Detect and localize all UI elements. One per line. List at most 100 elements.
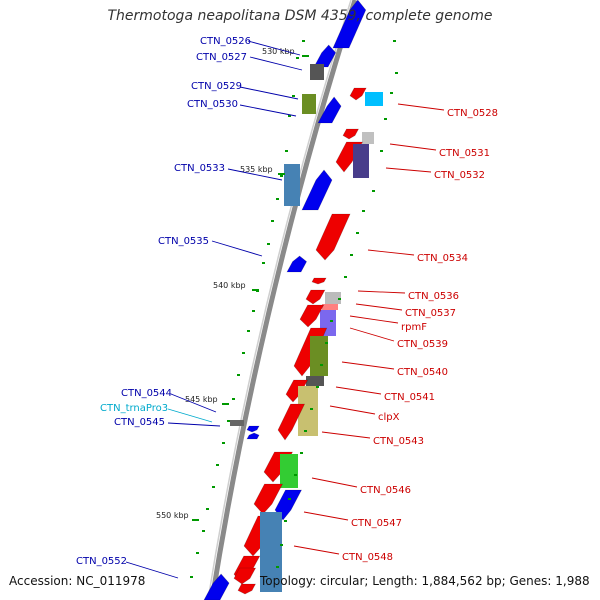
feature-block [284, 164, 300, 206]
feature-block [230, 420, 244, 426]
gene-leader-line [249, 56, 303, 71]
scale-tick-mark [302, 55, 309, 57]
feature-block [310, 336, 328, 376]
scale-dash [247, 330, 250, 332]
gene-label-CTN_0533: CTN_0533 [174, 163, 225, 174]
gene-label-CTN_trnaPro3: CTN_trnaPro3 [100, 403, 168, 414]
scale-dash [320, 364, 323, 366]
scale-dash [294, 474, 297, 476]
scale-dash [356, 232, 359, 234]
scale-dash [350, 254, 353, 256]
scale-dash [304, 430, 307, 432]
gene-label-CTN_0527: CTN_0527 [196, 52, 247, 63]
gene-leader-line [321, 431, 371, 439]
gene-leader-line [357, 290, 406, 294]
gene-leader-line [227, 168, 283, 181]
feature-block [365, 92, 383, 106]
scale-dash [276, 198, 279, 200]
scale-dash [216, 464, 219, 466]
gene-leader-line [385, 167, 432, 173]
gene-label-CTN_0530: CTN_0530 [187, 99, 238, 110]
gene-label-CTN_0547: CTN_0547 [351, 518, 402, 529]
scale-dash [316, 386, 319, 388]
scale-dash [380, 150, 383, 152]
feature-block [302, 94, 316, 114]
genome-backbone [209, 0, 358, 600]
scale-dash [344, 276, 347, 278]
feature-block [298, 386, 318, 436]
feature-layer [190, 0, 398, 600]
scale-dash [395, 72, 398, 74]
scale-dash [338, 298, 341, 300]
scale-dash [393, 40, 396, 42]
gene-arrow [233, 567, 257, 585]
gene-label-CTN_0526: CTN_0526 [200, 36, 251, 47]
scale-dash [222, 442, 225, 444]
gene-arrow [305, 289, 326, 305]
scale-dash [227, 420, 230, 422]
gene-leader-line [167, 408, 213, 423]
feature-block [322, 304, 338, 310]
gene-arrow [315, 213, 351, 261]
accession-text: Accession: NC_011978 [9, 574, 146, 588]
gene-label-CTN_0537: CTN_0537 [405, 308, 456, 319]
gene-arrow [349, 87, 367, 101]
gene-label-CTN_0548: CTN_0548 [342, 552, 393, 563]
scale-tick-label: 540 kbp [213, 281, 246, 290]
scale-dash [296, 57, 299, 59]
gene-leader-line [341, 361, 395, 370]
scale-dash [262, 262, 265, 264]
scale-dash [242, 352, 245, 354]
gene-arrow [299, 304, 325, 328]
feature-block [362, 132, 374, 144]
scale-tick-mark [192, 519, 199, 521]
gene-label-CTN_0545: CTN_0545 [114, 417, 165, 428]
gene-arrow [246, 425, 260, 433]
feature-block [325, 292, 341, 304]
scale-dash [310, 408, 313, 410]
gene-label-CTN_0544: CTN_0544 [121, 388, 172, 399]
feature-block [310, 64, 324, 80]
scale-tick-label: 550 kbp [156, 511, 189, 520]
scale-dash [325, 342, 328, 344]
gene-label-CTN_0541: CTN_0541 [384, 392, 435, 403]
gene-arrow [285, 379, 309, 403]
scale-tick-mark [278, 173, 285, 175]
gene-label-CTN_0543: CTN_0543 [373, 436, 424, 447]
gene-label-CTN_0546: CTN_0546 [360, 485, 411, 496]
gene-label-rpmF: rpmF [401, 322, 427, 333]
gene-label-CTN_0540: CTN_0540 [397, 367, 448, 378]
scale-dash [384, 118, 387, 120]
scale-dash [196, 552, 199, 554]
scale-tick-label: 530 kbp [262, 47, 295, 56]
scale-dash [288, 115, 291, 117]
scale-dash [276, 566, 279, 568]
gene-leader-line [311, 477, 358, 488]
scale-dash [292, 95, 295, 97]
gene-label-CTN_0539: CTN_0539 [397, 339, 448, 350]
topology-text: Topology: circular; Length: 1,884,562 bp… [260, 574, 590, 588]
scale-dash [237, 374, 240, 376]
gene-leader-line [389, 143, 437, 151]
gene-labels: CTN_0526 CTN_0527 CTN_0529 CTN_0530 CTN_0533… [76, 36, 498, 567]
gene-leader-line [293, 545, 340, 555]
gene-label-CTN_0534: CTN_0534 [417, 253, 468, 264]
feature-block [280, 454, 298, 488]
gene-leader-line [125, 561, 179, 579]
gene-label-CTN_0536: CTN_0536 [408, 291, 459, 302]
gene-leader-line [355, 303, 403, 311]
scale-dash [212, 486, 215, 488]
gene-label-CTN_0529: CTN_0529 [191, 81, 242, 92]
scale-dash [271, 220, 274, 222]
page-title: Thermotoga neapolitana DSM 4359, complet… [107, 8, 493, 24]
gene-leader-line [247, 40, 301, 56]
gene-arrow [311, 277, 327, 285]
gene-label-clpX: clpX [378, 412, 400, 423]
gene-arrow [301, 169, 333, 211]
scale-dash [267, 243, 270, 245]
gene-label-CTN_0528: CTN_0528 [447, 108, 498, 119]
scale-dash [190, 576, 193, 578]
gene-leader-line [167, 422, 221, 427]
gene-arrow [203, 573, 230, 600]
